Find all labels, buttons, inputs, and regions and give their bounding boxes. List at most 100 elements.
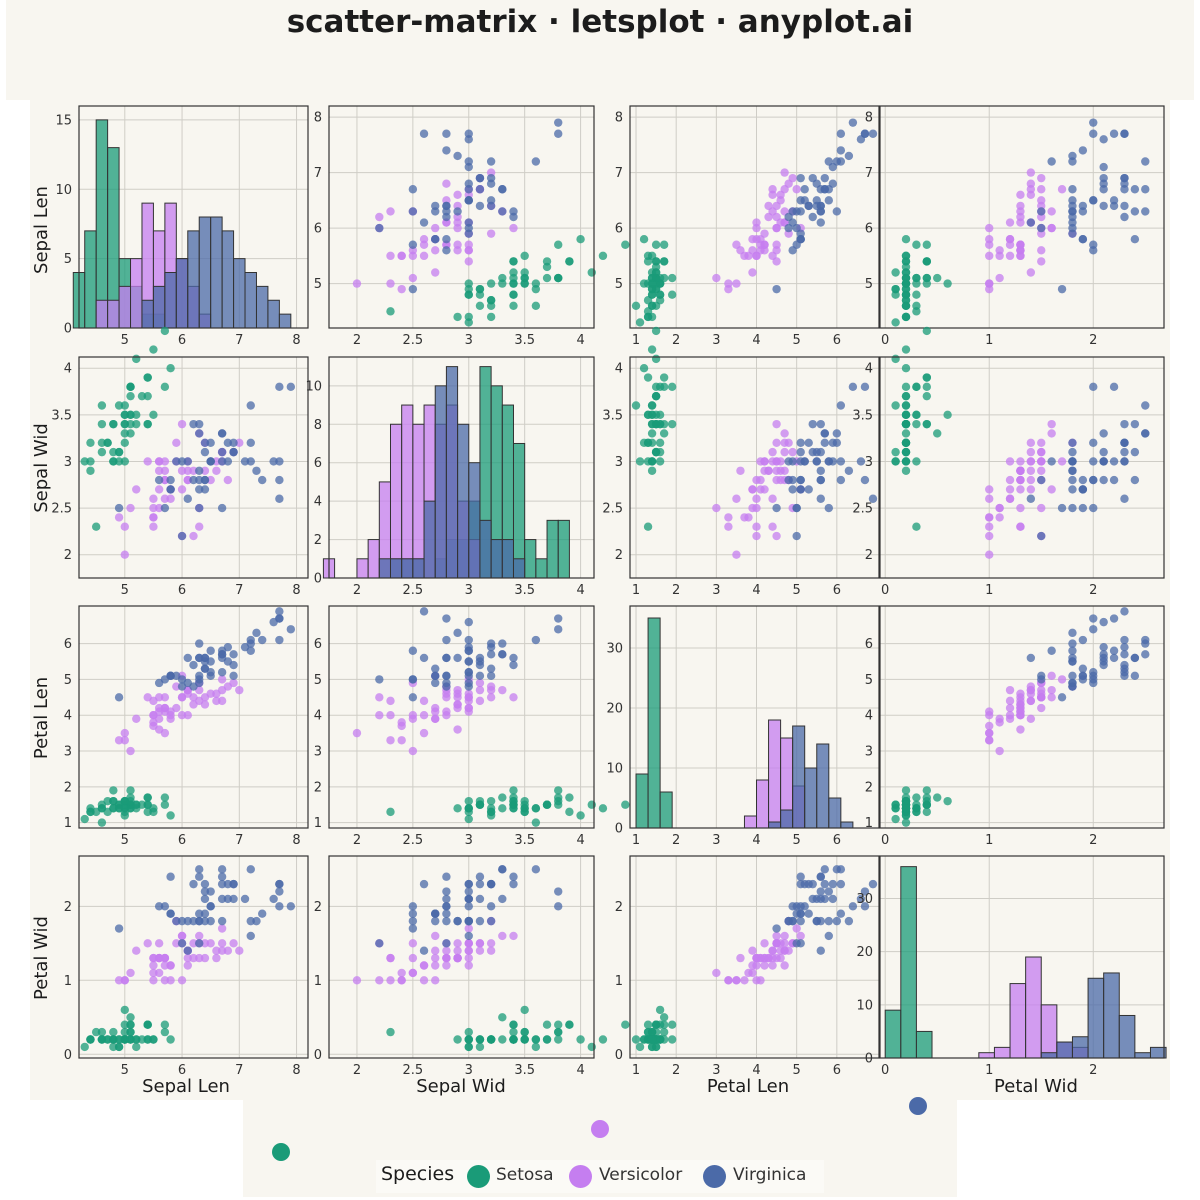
data-point-virginica <box>1130 207 1140 216</box>
data-point-virginica <box>828 438 838 447</box>
data-point-virginica <box>836 129 846 138</box>
data-point-setosa <box>464 804 473 813</box>
data-point-virginica <box>820 185 829 194</box>
data-point-setosa <box>651 419 661 429</box>
data-point-virginica <box>217 650 227 659</box>
data-point-versicolor <box>126 968 135 978</box>
data-point-virginica <box>166 909 175 918</box>
data-point-virginica <box>848 118 858 127</box>
data-point-setosa <box>659 1013 669 1022</box>
data-point-virginica <box>836 879 846 889</box>
data-point-setosa <box>655 273 665 283</box>
data-point-virginica <box>275 607 284 616</box>
data-point-versicolor <box>149 961 158 970</box>
data-point-setosa <box>97 818 107 827</box>
data-point-versicolor <box>183 689 192 698</box>
data-point-virginica <box>772 284 781 294</box>
data-point-setosa <box>464 814 473 824</box>
histogram-bar-versicolor <box>768 719 782 829</box>
data-point-virginica <box>1109 457 1119 466</box>
data-point-virginica <box>431 235 440 244</box>
data-point-setosa <box>922 257 932 266</box>
data-point-versicolor <box>132 485 141 494</box>
data-point-setosa <box>97 1035 107 1044</box>
data-point-setosa <box>509 1020 518 1029</box>
data-point-versicolor <box>768 251 777 261</box>
data-point-virginica <box>442 902 451 911</box>
histogram-bar-setosa <box>84 230 97 329</box>
x-tick-label: 1 <box>985 1063 993 1078</box>
data-point-virginica <box>217 668 227 677</box>
data-point-virginica <box>408 693 418 702</box>
data-point-setosa <box>933 273 942 283</box>
data-point-virginica <box>1109 475 1119 485</box>
data-point-setosa <box>901 438 911 447</box>
data-point-setosa <box>647 345 657 354</box>
data-point-virginica <box>796 457 805 466</box>
data-point-virginica <box>804 485 813 494</box>
data-point-setosa <box>520 1005 529 1015</box>
data-point-setosa <box>509 257 518 266</box>
data-point-virginica <box>784 223 793 233</box>
data-point-virginica <box>1141 207 1150 216</box>
data-point-versicolor <box>1026 168 1036 177</box>
data-point-virginica <box>229 671 238 681</box>
data-point-setosa <box>901 235 911 244</box>
data-point-virginica <box>1078 485 1088 494</box>
data-point-setosa <box>137 800 147 809</box>
data-point-virginica <box>1099 135 1108 144</box>
data-point-setosa <box>922 800 932 809</box>
x-tick-label: 6 <box>178 333 186 348</box>
y-tick-label: 30 <box>606 642 623 657</box>
data-point-virginica <box>1141 650 1150 659</box>
data-point-virginica <box>275 902 284 911</box>
data-point-virginica <box>442 614 451 623</box>
data-point-virginica <box>1109 201 1119 211</box>
x-tick-label: 2 <box>353 1063 361 1078</box>
data-point-versicolor <box>386 696 395 706</box>
data-point-versicolor <box>764 212 773 222</box>
y-tick-label: 6 <box>865 637 873 652</box>
data-point-setosa <box>912 804 921 813</box>
data-point-versicolor <box>419 711 429 720</box>
y-tick-label: 10 <box>856 998 873 1013</box>
data-point-setosa <box>631 1035 641 1044</box>
data-point-setosa <box>520 1027 529 1037</box>
data-point-virginica <box>475 894 485 904</box>
data-point-versicolor <box>431 976 440 985</box>
panel-petal-len-vs-sepal-wid-border <box>328 605 595 829</box>
data-point-setosa <box>109 1027 118 1037</box>
data-point-virginica <box>796 916 805 926</box>
data-point-versicolor <box>189 531 198 541</box>
data-point-setosa <box>587 1042 596 1052</box>
data-point-versicolor <box>431 223 440 233</box>
histogram-bar-versicolor <box>978 1052 995 1059</box>
data-point-virginica <box>816 466 825 475</box>
x-tick-label: 3 <box>712 1063 720 1078</box>
data-point-setosa <box>498 1035 507 1044</box>
data-point-setosa <box>464 796 473 806</box>
data-point-virginica <box>804 438 813 447</box>
data-point-virginica <box>808 419 817 429</box>
histogram-bar-setosa <box>635 773 649 829</box>
data-point-versicolor <box>143 457 152 466</box>
data-point-versicolor <box>177 466 187 475</box>
data-point-setosa <box>565 793 574 802</box>
histogram-bar-virginica <box>501 539 514 579</box>
data-point-versicolor <box>1026 179 1036 188</box>
data-point-setosa <box>120 1035 129 1044</box>
data-point-virginica <box>246 646 255 655</box>
data-point-setosa <box>922 807 932 817</box>
data-point-versicolor <box>1026 466 1036 475</box>
data-point-virginica <box>217 879 227 889</box>
data-point-setosa <box>137 1035 147 1044</box>
data-point-virginica <box>820 865 829 874</box>
data-point-versicolor <box>712 503 721 513</box>
y-tick-label: 6 <box>865 222 873 237</box>
data-point-setosa <box>912 793 921 802</box>
data-point-setosa <box>659 429 669 438</box>
data-point-virginica <box>554 625 563 634</box>
data-point-versicolor <box>772 438 781 447</box>
data-point-setosa <box>891 318 900 327</box>
y-tick-label: 2 <box>64 548 72 563</box>
